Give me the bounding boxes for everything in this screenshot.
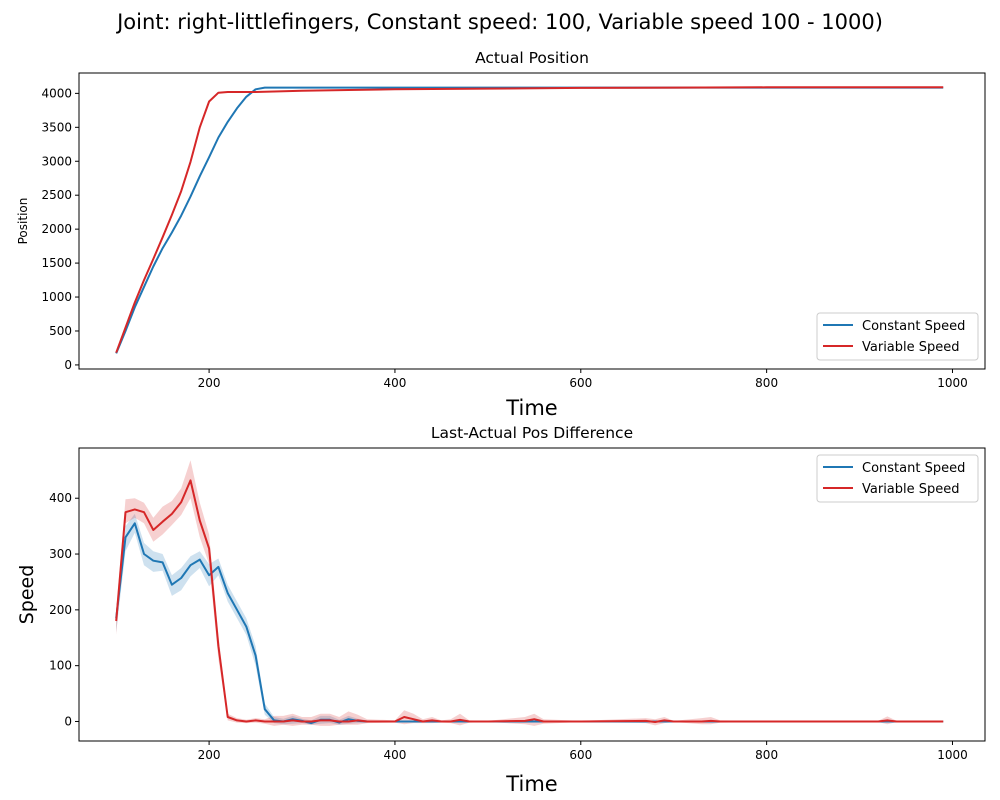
legend-label: Variable Speed: [862, 482, 960, 497]
x-axis-label: Time: [505, 772, 557, 796]
x-tick-label: 800: [755, 376, 778, 390]
chart-title: Last-Actual Pos Difference: [431, 424, 633, 442]
series-band-constant-speed: [116, 513, 944, 725]
legend-label: Constant Speed: [862, 461, 965, 476]
y-tick-label: 0: [64, 358, 72, 372]
x-tick-label: 800: [755, 748, 778, 762]
legend-label: Variable Speed: [862, 340, 960, 355]
y-tick-label: 200: [49, 603, 72, 617]
x-tick-label: 600: [569, 748, 592, 762]
legend-label: Constant Speed: [862, 319, 965, 334]
y-tick-label: 2000: [41, 222, 72, 236]
x-tick-label: 200: [198, 376, 221, 390]
y-tick-label: 100: [49, 659, 72, 673]
series-line-variable-speed: [115, 86, 944, 354]
x-tick-label: 1000: [937, 748, 968, 762]
x-tick-label: 1000: [937, 376, 968, 390]
y-tick-label: 300: [49, 547, 72, 561]
y-tick-label: 400: [49, 491, 72, 505]
y-tick-label: 500: [49, 324, 72, 338]
y-tick-label: 3500: [41, 120, 72, 134]
x-axis-label: Time: [505, 396, 557, 420]
x-tick-label: 400: [383, 376, 406, 390]
y-tick-label: 1500: [41, 256, 72, 270]
plot-frame: [78, 447, 986, 742]
y-axis-label: Position: [16, 198, 30, 245]
y-tick-label: 4000: [41, 86, 72, 100]
y-tick-label: 1000: [41, 290, 72, 304]
x-tick-label: 600: [569, 376, 592, 390]
y-tick-label: 3000: [41, 154, 72, 168]
plot-frame: [78, 72, 986, 370]
y-tick-label: 0: [64, 714, 72, 728]
legend-box: [816, 454, 979, 503]
x-tick-label: 400: [383, 748, 406, 762]
y-tick-label: 2500: [41, 188, 72, 202]
x-tick-label: 200: [198, 748, 221, 762]
y-axis-label: Speed: [16, 565, 38, 625]
chart-title: Actual Position: [475, 49, 589, 67]
series-line-variable-speed: [115, 479, 944, 723]
legend-box: [816, 312, 979, 361]
figure-title: Joint: right-littlefingers, Constant spe…: [117, 10, 883, 34]
